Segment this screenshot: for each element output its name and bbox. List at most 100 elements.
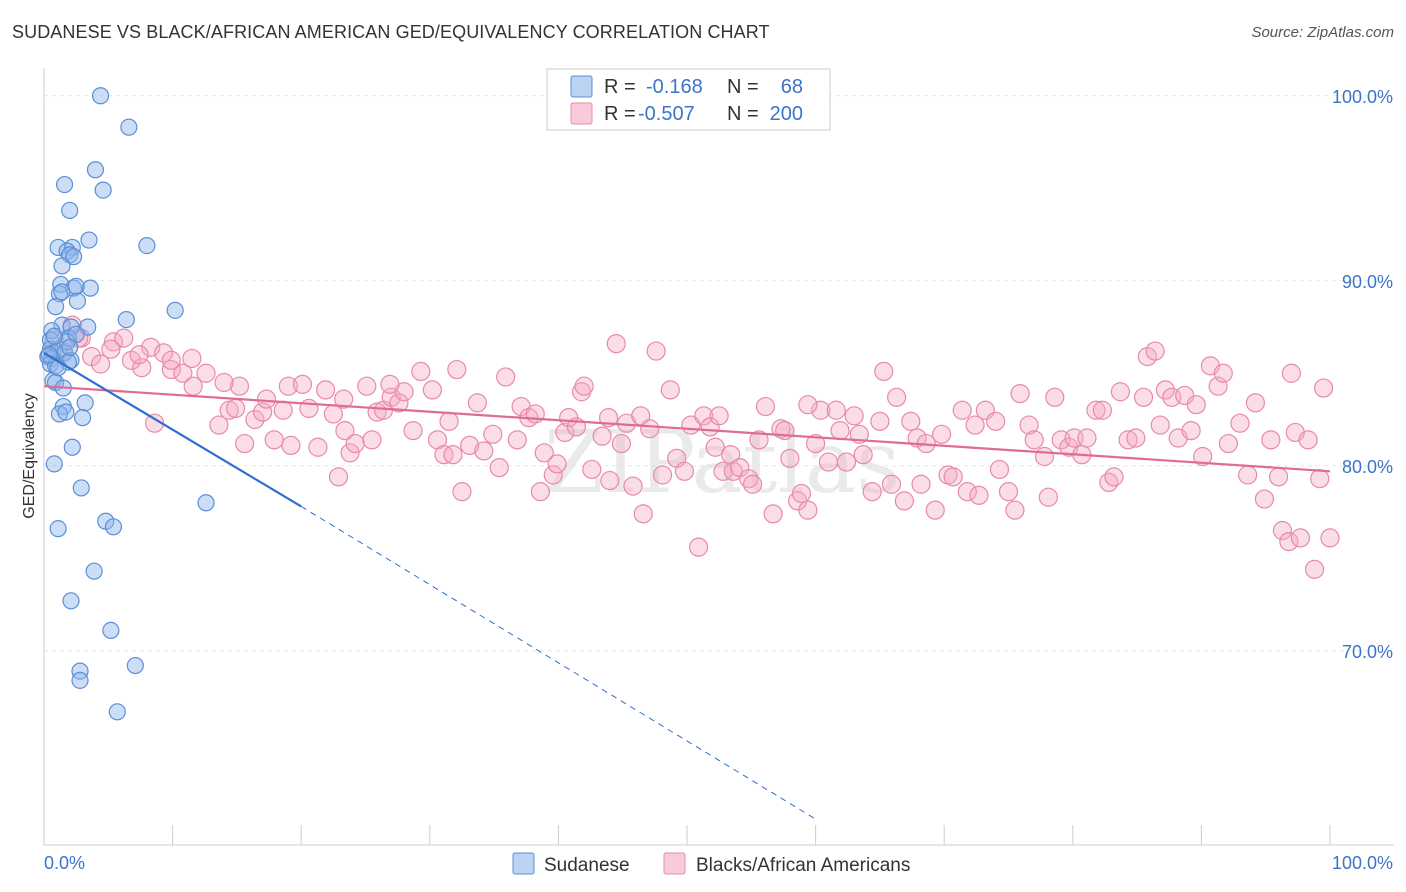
- data-point-black: [830, 421, 850, 441]
- data-point-black: [1092, 400, 1112, 420]
- data-point-black: [1193, 446, 1213, 467]
- x-tick-label: 100.0%: [1332, 853, 1393, 873]
- data-point-black: [161, 350, 181, 370]
- data-point-black: [749, 430, 769, 450]
- data-point-black: [345, 433, 365, 454]
- data-point-sudanese: [57, 403, 75, 421]
- data-point-black: [278, 376, 298, 396]
- legend-n-label: N =: [727, 103, 759, 125]
- x-tick-labels: 0.0% 100.0%: [44, 853, 1393, 873]
- data-point-black: [688, 537, 709, 557]
- chart-source: Source: ZipAtlas.com: [1251, 24, 1394, 41]
- data-point-black: [1126, 428, 1146, 448]
- legend-n-label: N =: [727, 76, 759, 98]
- data-point-black: [362, 430, 382, 450]
- data-point-black: [308, 437, 328, 457]
- data-point-black: [483, 424, 503, 444]
- data-point-black: [1186, 395, 1206, 415]
- data-point-black: [1279, 531, 1299, 552]
- data-point-black: [357, 376, 377, 396]
- data-point-black: [1099, 472, 1119, 492]
- data-point-black: [705, 437, 725, 457]
- data-point-sudanese: [62, 592, 80, 610]
- data-point-black: [1261, 430, 1281, 450]
- data-point-black: [989, 459, 1010, 480]
- data-point-black: [611, 433, 632, 454]
- data-point-black: [1181, 421, 1201, 441]
- data-point-black: [1077, 428, 1097, 448]
- data-point-sudanese: [76, 394, 94, 412]
- data-point-black: [1104, 467, 1124, 487]
- data-point-sudanese: [72, 479, 90, 497]
- data-point-sudanese: [49, 520, 67, 538]
- data-point-black: [525, 404, 545, 424]
- data-point-black: [443, 445, 463, 465]
- data-point-sudanese: [46, 298, 65, 316]
- data-point-black: [965, 415, 985, 435]
- data-point-black: [1010, 384, 1030, 404]
- data-point-black: [660, 380, 680, 400]
- data-point-black: [103, 332, 124, 352]
- legend-r-label: R =: [604, 103, 636, 125]
- data-point-black: [555, 422, 575, 443]
- chart-title: SUDANESE VS BLACK/AFRICAN AMERICAN GED/E…: [12, 22, 770, 42]
- data-point-black: [986, 411, 1006, 431]
- data-point-black: [229, 376, 250, 396]
- data-point-black: [340, 443, 360, 463]
- data-point-black: [844, 406, 864, 426]
- data-point-sudanese: [166, 301, 184, 319]
- data-point-black: [1268, 467, 1289, 487]
- data-point-black: [952, 400, 972, 420]
- watermark: ZIPatlas: [544, 413, 900, 513]
- data-point-black: [907, 428, 927, 448]
- data-point-black: [209, 415, 229, 435]
- data-point-black: [1320, 528, 1340, 548]
- data-point-sudanese: [68, 292, 87, 310]
- data-point-black: [1245, 393, 1266, 413]
- data-point-black: [547, 454, 567, 474]
- data-point-black: [1281, 363, 1302, 383]
- data-point-sudanese: [138, 237, 156, 255]
- data-point-black: [870, 411, 890, 431]
- data-point-sudanese: [126, 656, 144, 675]
- data-point-black: [1038, 487, 1058, 507]
- data-point-black: [114, 328, 134, 348]
- legend-r-value: -0.168: [646, 76, 703, 98]
- data-point-black: [957, 482, 977, 502]
- data-point-black: [235, 433, 255, 454]
- data-point-black: [1254, 489, 1275, 509]
- data-point-black: [335, 421, 355, 441]
- data-point-black: [1310, 469, 1330, 489]
- data-point-black: [925, 500, 945, 520]
- data-point-sudanese: [197, 494, 215, 512]
- data-point-sudanese: [61, 201, 79, 220]
- data-point-black: [507, 430, 527, 450]
- data-point-black: [1272, 520, 1293, 541]
- data-point-black: [264, 430, 284, 450]
- legend-r-label: R =: [604, 76, 636, 98]
- grid-lines: [44, 95, 1394, 652]
- data-point-black: [101, 339, 121, 359]
- y-tick-label: 80.0%: [1342, 457, 1393, 477]
- data-point-sudanese: [104, 518, 123, 536]
- data-point-sudanese: [117, 311, 135, 329]
- legend-swatch-sudanese: [512, 852, 535, 875]
- data-point-sudanese: [45, 455, 63, 473]
- data-point-black: [606, 334, 626, 354]
- data-point-black: [403, 421, 423, 441]
- data-point-black: [709, 406, 729, 426]
- data-point-sudanese: [63, 438, 81, 456]
- data-point-black: [805, 433, 826, 454]
- data-point-black: [129, 345, 149, 365]
- data-point-black: [623, 476, 643, 496]
- data-point-black: [881, 474, 902, 494]
- data-point-sudanese: [80, 231, 98, 249]
- data-point-black: [226, 398, 246, 418]
- data-point-black: [1238, 465, 1258, 485]
- legend-n-value: 68: [781, 76, 803, 98]
- trend-line-black: [43, 385, 1331, 473]
- data-point-black: [780, 448, 800, 468]
- data-point-black: [598, 408, 619, 428]
- data-point-black: [422, 380, 442, 400]
